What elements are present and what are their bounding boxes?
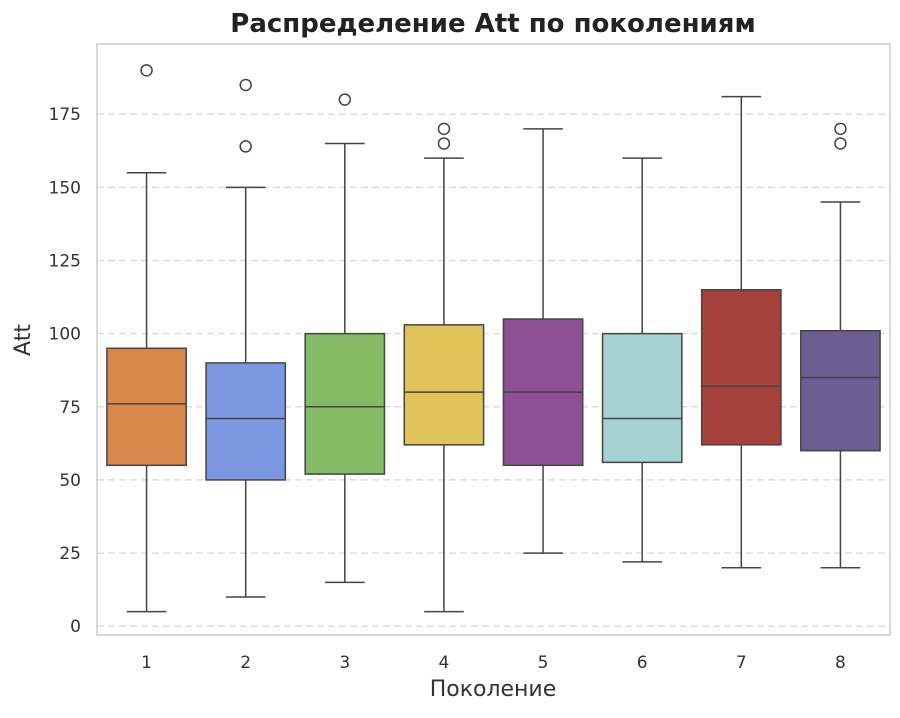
box-group-2 <box>205 78 287 598</box>
box-iqr <box>700 289 782 446</box>
outlier-point <box>834 122 847 136</box>
x-tick-label: 5 <box>538 653 549 673</box>
y-tick-label: 25 <box>59 544 81 564</box>
box-group-4 <box>403 122 485 613</box>
box-iqr <box>403 324 485 446</box>
outlier-point <box>437 137 451 150</box>
x-axis-ticks: 1 2 3 4 5 6 7 8 <box>141 653 846 673</box>
box-group-1 <box>106 64 187 613</box>
box-iqr <box>304 332 386 475</box>
chart-title: Распределение Att по поколениям <box>230 9 755 39</box>
outlier-point <box>338 93 352 106</box>
y-tick-label: 125 <box>49 252 81 272</box>
box-iqr <box>205 362 287 481</box>
box-iqr <box>106 347 187 467</box>
y-tick-label: 75 <box>59 398 81 418</box>
x-tick-label: 3 <box>339 653 350 673</box>
box-iqr <box>800 329 881 452</box>
outlier-point <box>239 140 252 153</box>
x-axis-label: Поколение <box>430 677 557 702</box>
x-tick-label: 2 <box>240 653 251 673</box>
x-tick-label: 1 <box>141 653 152 673</box>
y-axis-label: Att <box>11 324 36 356</box>
box-iqr <box>601 332 683 464</box>
y-tick-label: 50 <box>59 471 81 491</box>
y-tick-label: 0 <box>70 617 81 637</box>
box-group-7 <box>700 95 782 569</box>
y-tick-label: 100 <box>49 325 81 345</box>
outlier-point <box>239 78 252 92</box>
x-tick-label: 7 <box>736 653 747 673</box>
x-tick-label: 6 <box>637 653 648 673</box>
outlier-point <box>437 122 451 136</box>
outlier-point <box>834 137 847 150</box>
box-group-6 <box>601 157 683 563</box>
box-group-5 <box>502 128 584 554</box>
y-tick-label: 175 <box>49 105 81 125</box>
box-layer <box>106 64 881 613</box>
box-group-3 <box>304 93 386 584</box>
plot-area-frame <box>96 43 891 636</box>
x-tick-label: 4 <box>439 653 450 673</box>
y-tick-label: 150 <box>49 178 81 198</box>
outlier-point <box>140 64 153 77</box>
x-tick-label: 8 <box>835 653 846 673</box>
y-axis-ticks: 0 25 50 75 100 125 150 175 <box>49 105 81 637</box>
box-group-8 <box>800 122 881 569</box>
